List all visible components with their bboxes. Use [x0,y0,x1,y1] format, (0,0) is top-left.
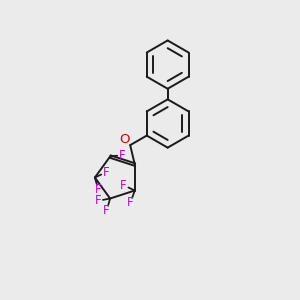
Text: F: F [95,183,102,196]
Text: F: F [94,194,101,207]
Text: F: F [127,196,134,209]
Text: F: F [103,166,110,179]
Text: F: F [103,204,110,218]
Text: O: O [120,133,130,146]
Text: F: F [119,148,126,162]
Text: F: F [120,179,127,192]
